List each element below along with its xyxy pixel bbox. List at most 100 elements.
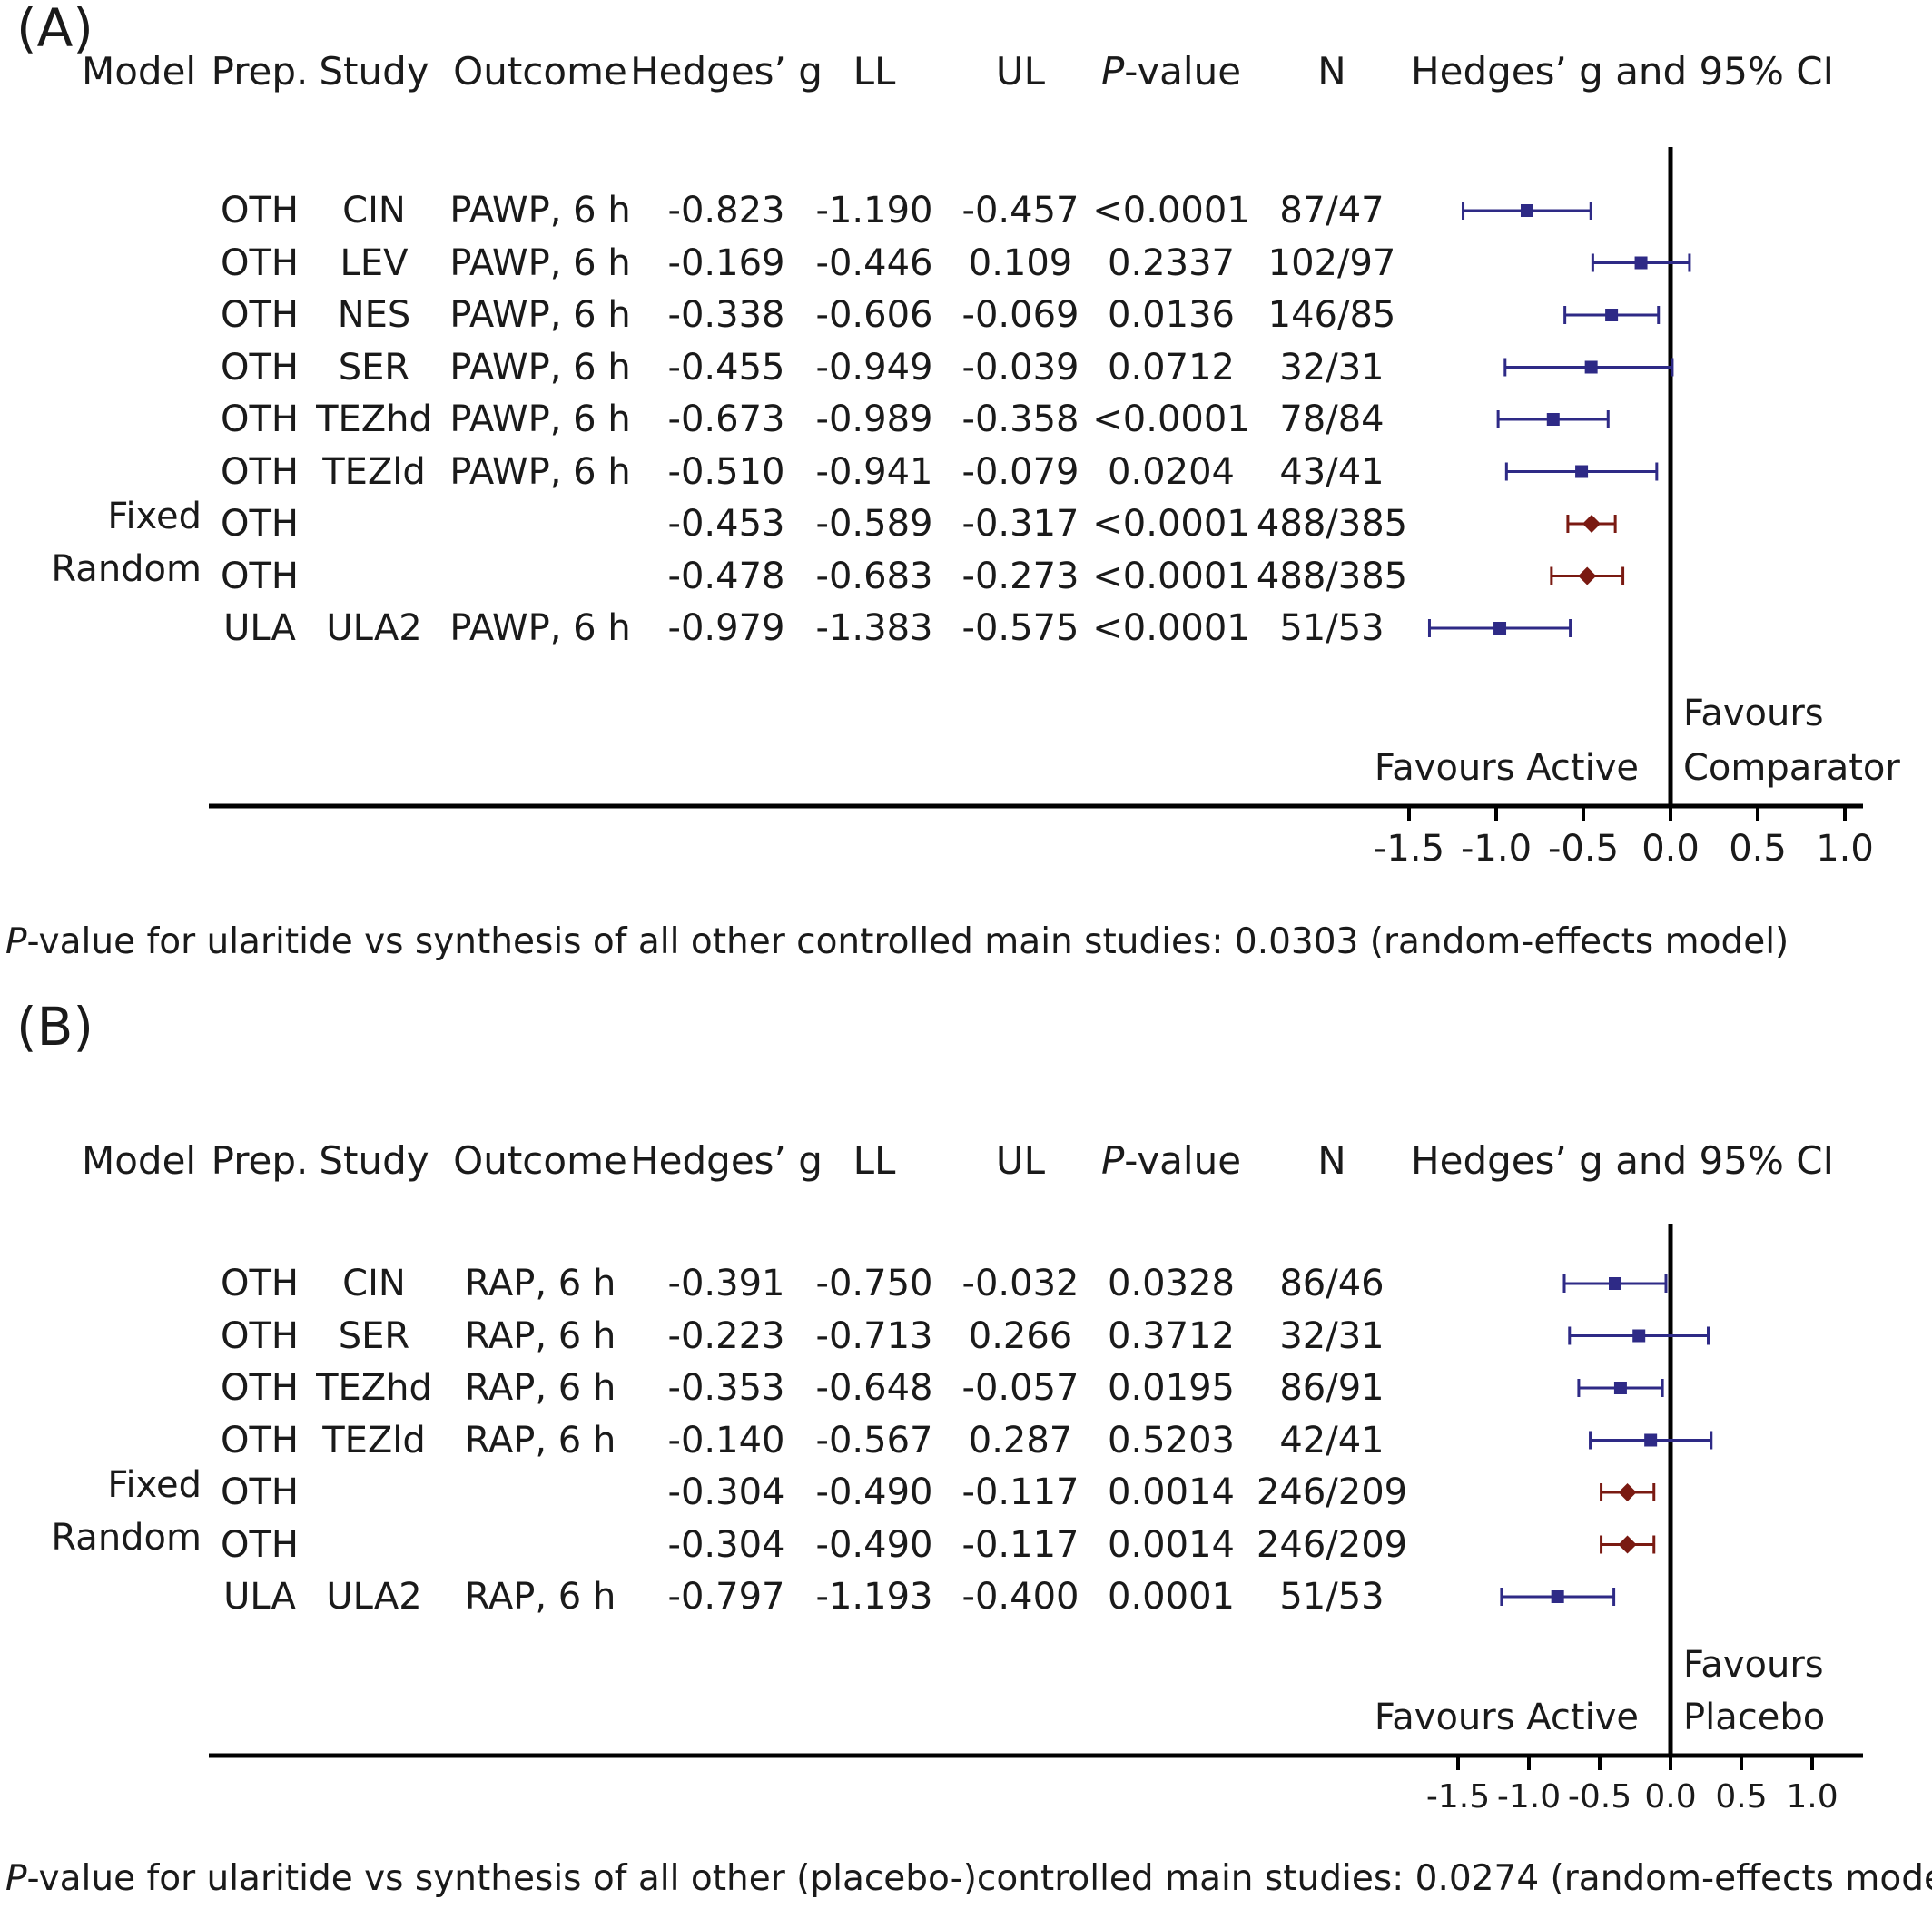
cell-ll: -0.683 [815, 555, 933, 597]
x-tick-label: -1.5 [1425, 1778, 1491, 1816]
footnote-italic-p: P [5, 1858, 27, 1899]
column-header-outcome: Outcome [453, 49, 627, 93]
cell-ul: -0.117 [961, 1523, 1079, 1566]
panel-label: (B) [16, 996, 94, 1058]
cell-outcome: PAWP, 6 h [449, 450, 631, 493]
study-point-estimate [1520, 204, 1533, 217]
study-point-estimate [1632, 1329, 1646, 1343]
study-point-estimate [1493, 622, 1507, 635]
cell-study: TEZld [322, 450, 426, 493]
favours-right-label-line2: Comparator [1683, 747, 1900, 789]
cell-n: 146/85 [1267, 294, 1396, 336]
cell-prep: OTH [221, 241, 299, 284]
cell-outcome: PAWP, 6 h [449, 607, 631, 649]
cell-ul: -0.039 [961, 346, 1079, 389]
footnote: P-value for ularitide vs synthesis of al… [5, 1861, 1932, 1896]
column-header-ul: UL [995, 49, 1046, 93]
cell-outcome: PAWP, 6 h [449, 346, 631, 389]
column-header-ll: LL [853, 1138, 896, 1183]
cell-prep: OTH [221, 503, 299, 545]
cell-ul: -0.069 [961, 294, 1079, 336]
cell-outcome: PAWP, 6 h [449, 399, 631, 440]
cell-g: -0.223 [667, 1314, 785, 1357]
cell-ul: 0.266 [968, 1314, 1073, 1357]
cell-ul: -0.057 [961, 1367, 1079, 1409]
cell-outcome: RAP, 6 h [464, 1314, 616, 1357]
cell-p: 0.0014 [1108, 1523, 1235, 1566]
pvalue-italic-p: P [1100, 49, 1125, 93]
x-tick-label: -1.0 [1460, 828, 1533, 870]
study-point-estimate [1644, 1433, 1658, 1447]
cell-outcome: RAP, 6 h [464, 1419, 616, 1461]
panel-label: (A) [16, 0, 94, 59]
cell-p: <0.0001 [1092, 607, 1250, 649]
cell-prep: OTH [221, 346, 299, 389]
favours-active-label: Favours Active [1374, 1697, 1639, 1738]
cell-ll: -0.713 [815, 1314, 933, 1357]
x-tick-label: -1.0 [1496, 1778, 1562, 1816]
footnote: P-value for ularitide vs synthesis of al… [5, 924, 1789, 959]
column-header-study: Study [319, 1138, 429, 1183]
column-header-n: N [1317, 1138, 1346, 1183]
x-tick-label: 0.5 [1729, 828, 1787, 870]
study-point-estimate [1613, 1382, 1627, 1394]
cell-ll: -0.941 [815, 450, 933, 493]
cell-study: TEZhd [316, 1367, 432, 1409]
cell-p: <0.0001 [1092, 190, 1250, 231]
cell-outcome: RAP, 6 h [464, 1263, 616, 1304]
pvalue-italic-p: P [1100, 1138, 1125, 1183]
cell-n: 32/31 [1279, 1314, 1385, 1357]
footnote-text: -value for ularitide vs synthesis of all… [26, 1858, 1932, 1899]
cell-n: 32/31 [1279, 346, 1385, 389]
cell-n: 87/47 [1279, 190, 1385, 231]
cell-g: -0.673 [667, 399, 785, 440]
cell-ul: -0.400 [961, 1576, 1079, 1618]
cell-study: SER [338, 1314, 410, 1357]
column-header-ul: UL [995, 1138, 1046, 1183]
cell-prep: OTH [221, 1263, 299, 1304]
footnote-italic-p: P [5, 921, 27, 962]
cell-study: ULA2 [326, 607, 422, 649]
cell-ll: -0.446 [815, 241, 933, 284]
column-header-prep: Prep. [211, 49, 309, 93]
cell-p: 0.0712 [1108, 346, 1235, 389]
cell-outcome: PAWP, 6 h [449, 294, 631, 336]
cell-n: 246/209 [1256, 1523, 1408, 1566]
cell-model: Random [51, 1516, 202, 1559]
cell-ll: -1.190 [815, 190, 933, 231]
cell-g: -0.823 [667, 190, 785, 231]
cell-ll: -0.606 [815, 294, 933, 336]
cell-ul: -0.079 [961, 450, 1079, 493]
x-tick-label: 0.0 [1644, 1778, 1697, 1816]
cell-ul: -0.032 [961, 1263, 1079, 1304]
cell-prep: OTH [221, 294, 299, 336]
cell-n: 43/41 [1279, 450, 1385, 493]
cell-n: 86/46 [1279, 1263, 1385, 1304]
x-tick-label: 1.0 [1786, 1778, 1838, 1816]
cell-model: Random [51, 547, 202, 590]
forest-plot-svg [209, 147, 1863, 821]
pvalue-suffix: -value [1124, 1138, 1242, 1183]
cell-study: TEZld [322, 1419, 426, 1461]
x-tick-label: -0.5 [1547, 828, 1620, 870]
cell-model: Fixed [107, 1464, 202, 1506]
cell-ll: -0.949 [815, 346, 933, 389]
column-header-model: Model [82, 1138, 197, 1183]
cell-p: 0.5203 [1108, 1419, 1235, 1461]
cell-g: -0.304 [667, 1471, 785, 1513]
cell-prep: OTH [221, 399, 299, 440]
cell-prep: OTH [221, 1314, 299, 1357]
cell-p: <0.0001 [1092, 503, 1250, 545]
cell-ll: -0.648 [815, 1367, 933, 1409]
cell-ul: -0.575 [961, 607, 1079, 649]
cell-g: -0.304 [667, 1523, 785, 1566]
cell-prep: OTH [221, 450, 299, 493]
cell-n: 51/53 [1279, 1576, 1385, 1618]
cell-n: 102/97 [1267, 241, 1396, 284]
cell-study: SER [338, 346, 410, 389]
pooled-estimate-diamond [1582, 515, 1602, 533]
pooled-estimate-diamond [1618, 1483, 1637, 1501]
cell-prep: ULA [223, 607, 296, 649]
column-header-prep: Prep. [211, 1138, 309, 1183]
favours-active-label: Favours Active [1374, 747, 1639, 789]
